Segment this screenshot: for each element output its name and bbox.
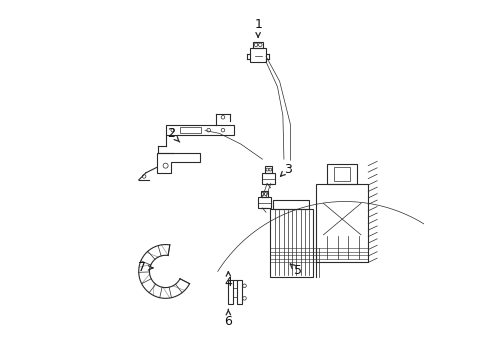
Text: 5: 5 (290, 264, 301, 277)
Bar (269, 209, 312, 277)
Text: 7: 7 (138, 261, 152, 274)
Bar (316, 184, 367, 262)
Bar (260, 191, 267, 197)
Text: 2: 2 (167, 127, 179, 142)
Bar (326, 164, 357, 184)
Text: 1: 1 (254, 18, 262, 37)
Bar (333, 167, 349, 181)
Bar (265, 166, 272, 173)
Bar (273, 200, 308, 209)
Bar (165, 125, 233, 135)
Bar (232, 288, 237, 297)
Bar (257, 197, 270, 208)
Bar (253, 41, 262, 48)
Text: 6: 6 (224, 310, 232, 328)
Text: 3: 3 (280, 163, 291, 176)
Bar (180, 127, 201, 134)
Text: 4: 4 (224, 272, 232, 289)
Bar (250, 48, 265, 62)
Bar (262, 173, 275, 184)
